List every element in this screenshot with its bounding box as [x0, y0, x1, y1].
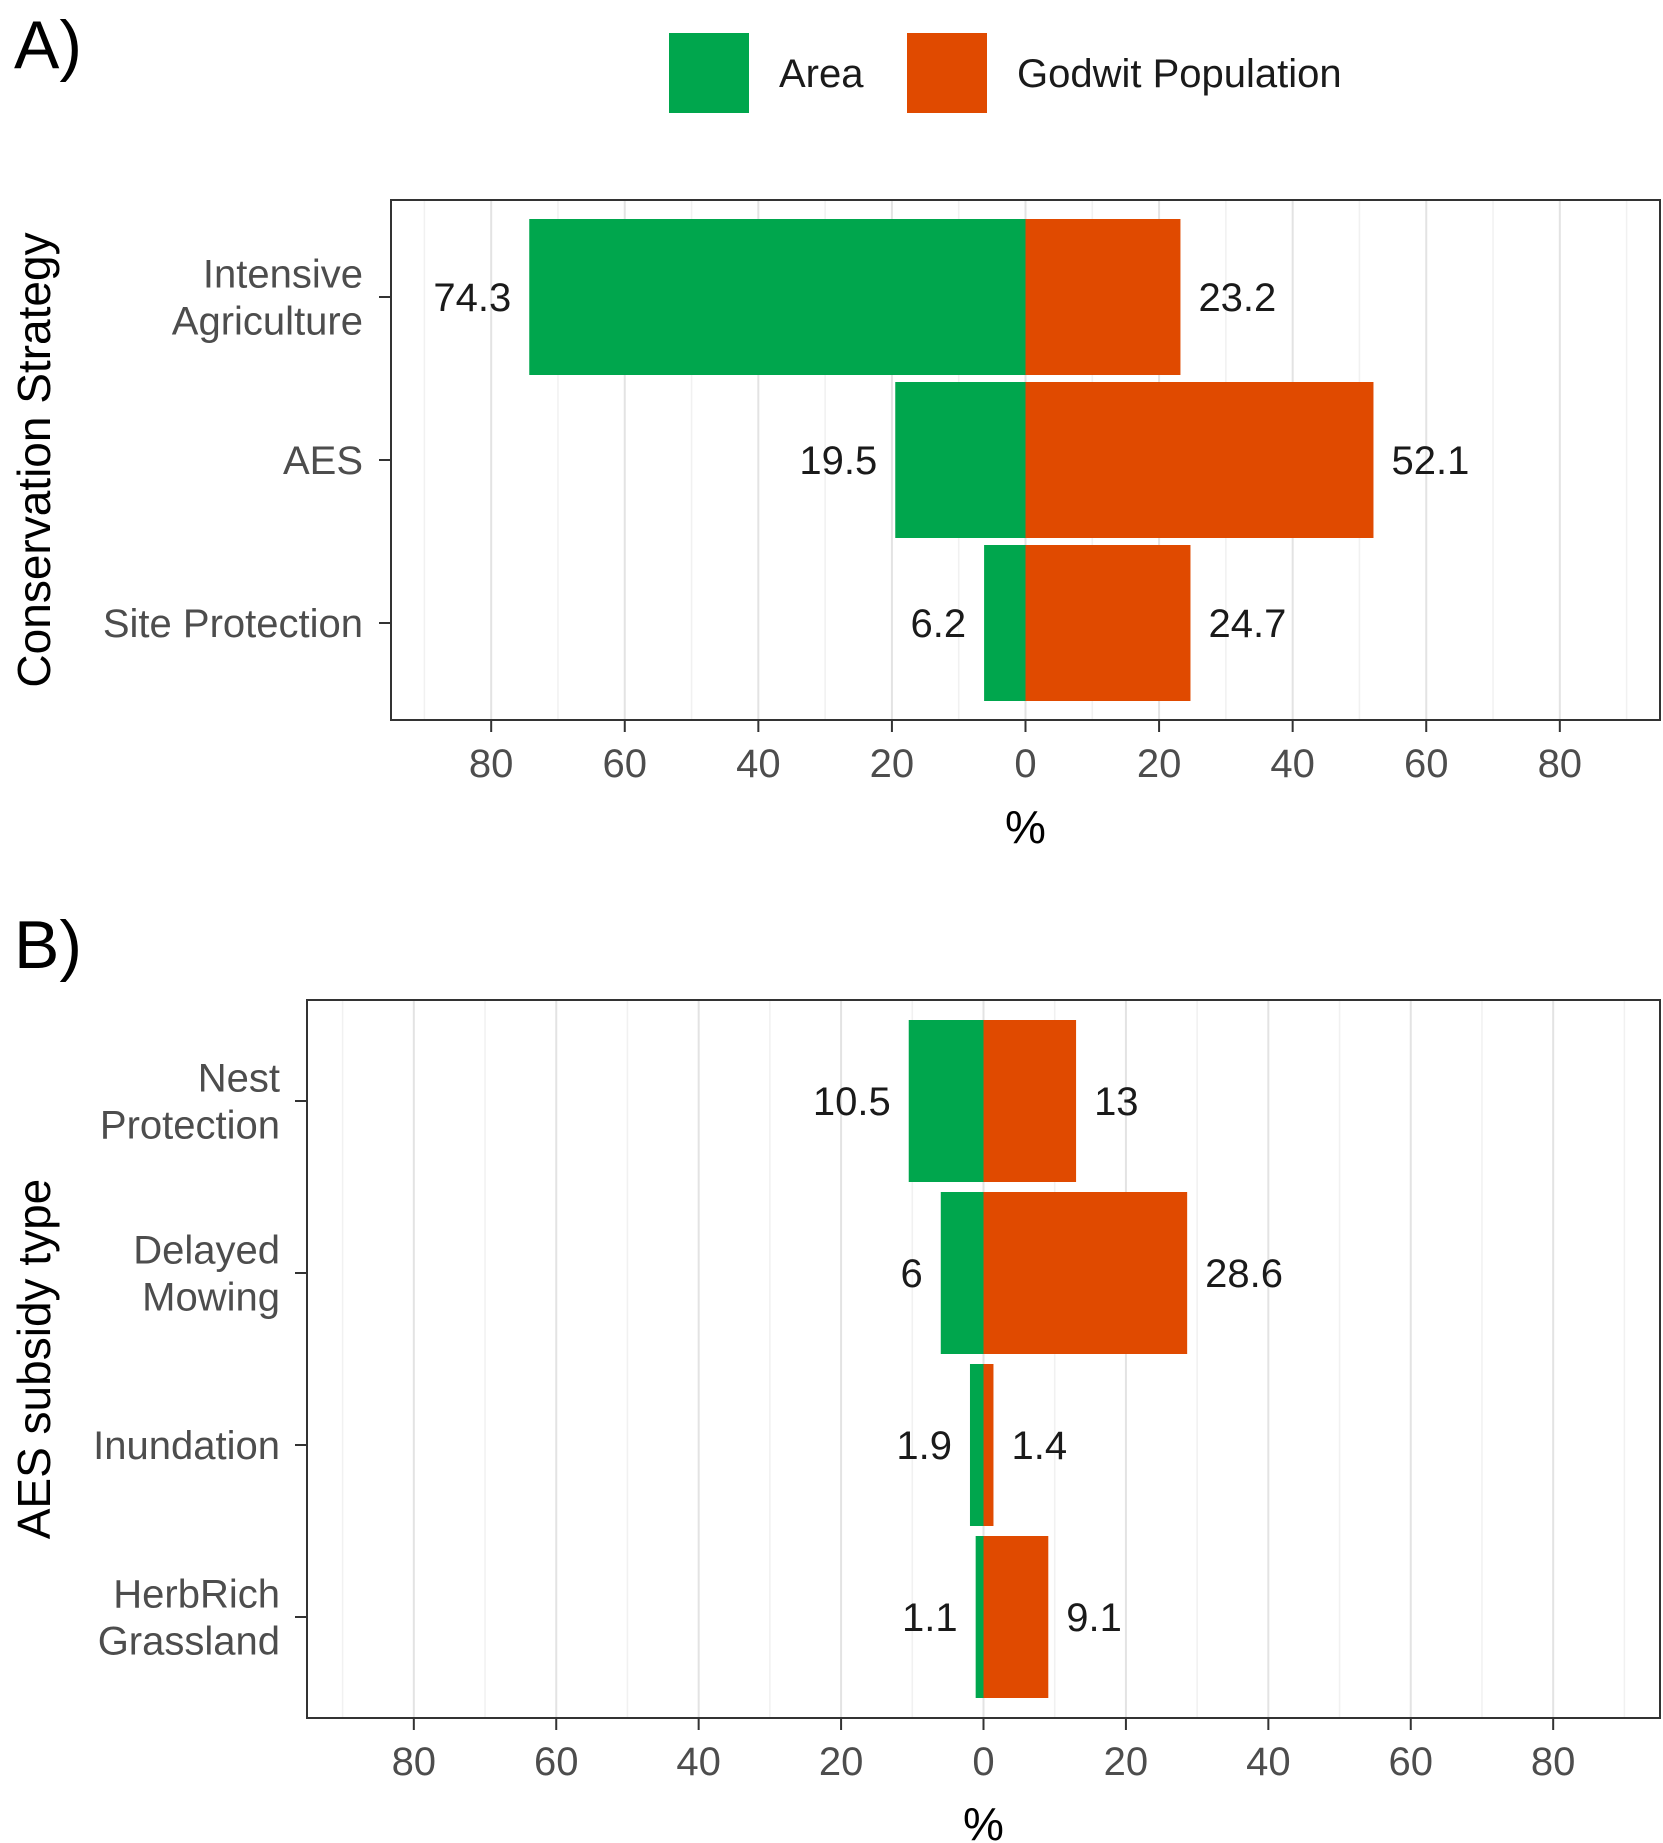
value-label-area: 1.1 [902, 1596, 958, 1640]
x-tick-label: 20 [1104, 1740, 1149, 1784]
value-label-area: 19.5 [799, 439, 877, 483]
y-tick-label: Delayed [133, 1229, 280, 1273]
y-tick-label: Inundation [93, 1424, 280, 1468]
bar-godwit-population [983, 1192, 1188, 1354]
value-labels: 10.5 6 1.9 1.1 13 28.6 1.4 9.1 [813, 1080, 1283, 1640]
value-label-area: 10.5 [813, 1080, 891, 1124]
panel-label: A) [14, 7, 82, 83]
y-axis-title: Conservation Strategy [8, 232, 60, 687]
bar-godwit-population [1025, 219, 1181, 375]
bar-godwit-population [983, 1020, 1077, 1182]
x-axis-title: % [963, 1798, 1004, 1843]
panel-label: B) [14, 907, 82, 983]
value-label-area: 6 [901, 1252, 923, 1296]
bar-area [940, 1192, 984, 1354]
value-label-godwit-population: 9.1 [1066, 1596, 1122, 1640]
y-tick-label: Protection [100, 1104, 280, 1148]
bar-godwit-population [983, 1536, 1049, 1698]
x-tick-label: 80 [1538, 742, 1583, 786]
x-tick-label: 20 [1137, 742, 1182, 786]
legend-label-godwit-population: Godwit Population [1017, 52, 1342, 96]
panel-a: A) 74.3 19.5 6.2 23.2 52.1 24.7 IntensiveAgri… [8, 7, 1661, 853]
value-label-godwit-population: 13 [1094, 1080, 1139, 1124]
x-tick-label: 20 [870, 742, 915, 786]
x-tick-label: 80 [469, 742, 514, 786]
legend-swatch-area [669, 33, 749, 113]
x-tick-label: 60 [534, 1740, 579, 1784]
y-tick-label: Site Protection [103, 602, 363, 646]
bar-area [984, 545, 1026, 701]
value-label-godwit-population: 24.7 [1208, 602, 1286, 646]
x-tick-label: 60 [1404, 742, 1449, 786]
x-tick-label: 40 [1246, 1740, 1291, 1784]
x-tick-label: 0 [1014, 742, 1036, 786]
x-tick-label: 80 [1531, 1740, 1576, 1784]
legend: Area Godwit Population [669, 33, 1342, 113]
value-labels: 74.3 19.5 6.2 23.2 52.1 24.7 [433, 276, 1469, 646]
y-tick-label: Agriculture [172, 300, 363, 344]
x-axis-title: % [1005, 801, 1046, 853]
value-label-area: 6.2 [910, 602, 966, 646]
bar-godwit-population [983, 1364, 994, 1526]
legend-swatch-godwit-population [907, 33, 987, 113]
gridlines [341, 1000, 1626, 1718]
bar-area [895, 382, 1026, 538]
x-tick-label: 20 [819, 1740, 864, 1784]
x-tick-label: 40 [676, 1740, 721, 1784]
y-tick-label: Grassland [98, 1620, 280, 1664]
value-label-godwit-population: 28.6 [1205, 1252, 1283, 1296]
bar-area [908, 1020, 984, 1182]
y-axis-title: AES subsidy type [8, 1179, 60, 1540]
value-label-godwit-population: 1.4 [1011, 1424, 1067, 1468]
x-tick-label: 80 [392, 1740, 437, 1784]
bar-godwit-population [1025, 545, 1191, 701]
x-axis: 80 60 40 20 0 20 40 60 80 [469, 720, 1582, 786]
x-axis: 80 60 40 20 0 20 40 60 80 [392, 1718, 1576, 1784]
y-tick-label: HerbRich [113, 1573, 280, 1617]
value-label-area: 1.9 [896, 1424, 952, 1468]
y-tick-label: Nest [198, 1057, 280, 1101]
x-tick-label: 60 [1389, 1740, 1434, 1784]
x-tick-label: 60 [603, 742, 648, 786]
value-label-godwit-population: 23.2 [1198, 276, 1276, 320]
bar-godwit-population [1025, 382, 1374, 538]
y-tick-label: Mowing [142, 1276, 280, 1320]
bars [529, 219, 1374, 701]
bar-area [975, 1536, 984, 1698]
x-tick-label: 0 [972, 1740, 994, 1784]
bars [908, 1020, 1188, 1698]
y-tick-label: AES [283, 439, 363, 483]
x-tick-label: 40 [736, 742, 781, 786]
x-tick-label: 40 [1270, 742, 1315, 786]
value-label-godwit-population: 52.1 [1391, 439, 1469, 483]
value-label-area: 74.3 [433, 276, 511, 320]
panel-b: B) 10.5 6 1.9 1.1 13 28.6 1.4 9.1 NestProtectio… [8, 907, 1661, 1843]
y-tick-label: Intensive [203, 253, 363, 297]
legend-label-area: Area [779, 52, 864, 96]
bar-area [969, 1364, 984, 1526]
bar-area [529, 219, 1026, 375]
